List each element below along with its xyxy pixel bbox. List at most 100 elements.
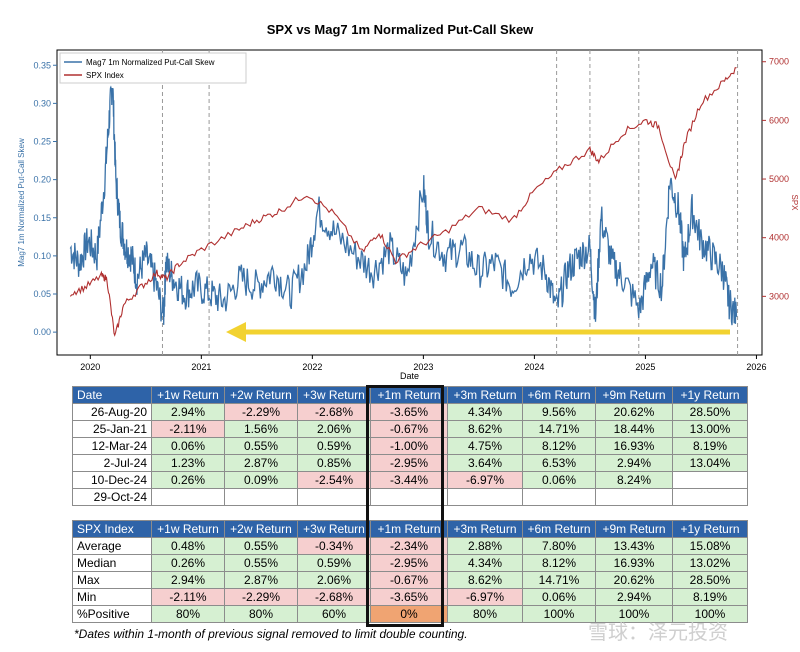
signal-returns-table: Date +1w Return +2w Return +3w Return +1m Re… [72, 386, 748, 506]
return-cell: 2.87% [224, 454, 298, 472]
return-cell: 2.94% [151, 571, 225, 589]
skew-vs-spx-chart: SPX vs Mag7 1m Normalized Put-Call Skew 2… [17, 22, 799, 381]
left-axis-label: Mag7 1m Normalized Put-Call Skew [17, 138, 26, 267]
spx-series-line [69, 67, 737, 337]
return-cell: 0.09% [224, 471, 298, 489]
return-cell: 100% [672, 605, 748, 623]
return-cell: 2.06% [297, 571, 371, 589]
return-cell: 20.62% [595, 403, 673, 421]
return-cell: 4.34% [447, 403, 523, 421]
row-label: 29-Oct-24 [72, 488, 152, 506]
return-cell: 80% [224, 605, 298, 623]
left-tick-label: 0.05 [33, 289, 51, 299]
return-cell [224, 488, 298, 506]
return-cell: 8.19% [672, 588, 748, 606]
table-row: 12-Mar-24 0.06% 0.55% 0.59% -1.00% 4.75% 8.12%… [72, 437, 748, 455]
row-label: Max [72, 571, 152, 589]
return-cell: 8.62% [447, 571, 523, 589]
return-cell: 0% [370, 605, 448, 623]
return-cell: 0.85% [297, 454, 371, 472]
row-label: %Positive [72, 605, 152, 623]
return-cell: 4.34% [447, 554, 523, 572]
column-header: +9m Return [595, 386, 673, 404]
return-cell: -2.34% [370, 537, 448, 555]
return-cell: 16.93% [595, 554, 673, 572]
return-cell: 8.24% [595, 471, 673, 489]
column-header: +1w Return [151, 520, 225, 538]
x-tick-label: 2024 [524, 362, 544, 372]
return-cell: 2.94% [595, 454, 673, 472]
column-header: +9m Return [595, 520, 673, 538]
row-label: 2-Jul-24 [72, 454, 152, 472]
return-cell: 2.94% [151, 403, 225, 421]
return-cell [370, 488, 448, 506]
x-tick-label: 2021 [191, 362, 211, 372]
return-cell: 8.19% [672, 437, 748, 455]
return-cell: 8.12% [522, 437, 596, 455]
x-tick-label: 2022 [302, 362, 322, 372]
column-header: +2w Return [224, 520, 298, 538]
return-cell: 3.64% [447, 454, 523, 472]
table-row: 10-Dec-24 0.26% 0.09% -2.54% -3.44% -6.97% 0.0… [72, 471, 748, 489]
table-row: %Positive 80% 80% 60% 0% 80% 100% 100% 100% [72, 605, 748, 623]
skew-series-line [69, 85, 738, 326]
chart-title: SPX vs Mag7 1m Normalized Put-Call Skew [267, 22, 534, 37]
left-tick-label: 0.35 [33, 60, 51, 70]
column-header: +2w Return [224, 386, 298, 404]
return-cell: 0.26% [151, 471, 225, 489]
table-row: Min -2.11% -2.29% -2.68% -3.65% -6.97% 0.06% 2.… [72, 588, 748, 606]
x-tick-label: 2020 [80, 362, 100, 372]
return-cell: -2.68% [297, 588, 371, 606]
right-tick-label: 7000 [769, 57, 789, 67]
right-tick-label: 4000 [769, 233, 789, 243]
return-cell [672, 488, 748, 506]
x-axis-label: Date [400, 371, 419, 381]
return-cell: -0.67% [370, 420, 448, 438]
return-cell: 0.26% [151, 554, 225, 572]
row-label: Average [72, 537, 152, 555]
left-tick-label: 0.10 [33, 251, 51, 261]
return-cell: 80% [151, 605, 225, 623]
return-cell: 9.56% [522, 403, 596, 421]
return-cell: 0.55% [224, 437, 298, 455]
column-header: Date [72, 386, 152, 404]
table-row: 25-Jan-21 -2.11% 1.56% 2.06% -0.67% 8.62% 14.7… [72, 420, 748, 438]
return-cell: 15.08% [672, 537, 748, 555]
return-cell: 18.44% [595, 420, 673, 438]
return-cell: 0.06% [522, 588, 596, 606]
return-cell: 14.71% [522, 420, 596, 438]
return-cell: 13.02% [672, 554, 748, 572]
return-cell: -6.97% [447, 588, 523, 606]
return-cell: 28.50% [672, 403, 748, 421]
column-header: +3m Return [447, 520, 523, 538]
row-label: 10-Dec-24 [72, 471, 152, 489]
return-cell: 0.59% [297, 437, 371, 455]
column-header: +3m Return [447, 386, 523, 404]
return-cell: -2.29% [224, 588, 298, 606]
return-cell: 2.87% [224, 571, 298, 589]
column-header: +1y Return [672, 386, 748, 404]
return-cell: -3.65% [370, 403, 448, 421]
return-cell: 13.43% [595, 537, 673, 555]
return-cell: 20.62% [595, 571, 673, 589]
left-tick-label: 0.30 [33, 98, 51, 108]
return-cell: 80% [447, 605, 523, 623]
row-label: Min [72, 588, 152, 606]
return-cell: 8.62% [447, 420, 523, 438]
return-cell: 60% [297, 605, 371, 623]
left-tick-label: 0.15 [33, 213, 51, 223]
legend-box [59, 52, 247, 84]
left-tick-label: 0.00 [33, 327, 51, 337]
legend-spx-label: SPX Index [86, 71, 124, 80]
return-cell: -3.65% [370, 588, 448, 606]
return-cell: 8.12% [522, 554, 596, 572]
return-cell: -1.00% [370, 437, 448, 455]
x-tick-label: 2023 [413, 362, 433, 372]
legend-skew-label: Mag7 1m Normalized Put-Call Skew [86, 58, 215, 67]
return-cell: 1.23% [151, 454, 225, 472]
return-cell [522, 488, 596, 506]
plot-frame [56, 49, 763, 356]
return-cell: 6.53% [522, 454, 596, 472]
return-cell: -2.11% [151, 420, 225, 438]
return-cell: 0.48% [151, 537, 225, 555]
